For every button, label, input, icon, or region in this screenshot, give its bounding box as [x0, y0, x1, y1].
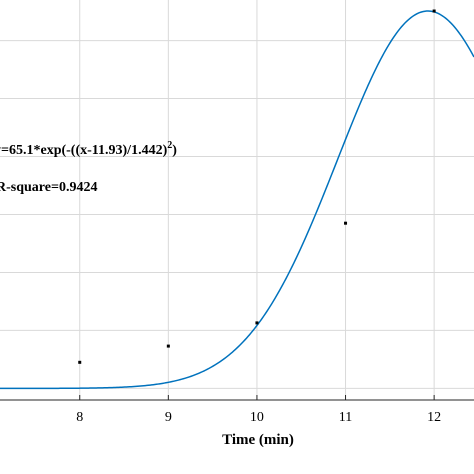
curve-layer [0, 10, 474, 390]
fit-equation-tail: ) [172, 143, 177, 158]
x-tick-label: 11 [339, 410, 352, 425]
x-tick-label: 10 [250, 410, 264, 425]
axis-layer: 8 9 10 11 12 [0, 395, 474, 425]
fit-equation-annotation: y=65.1*exp(-((x-11.93)/1.442)2) [0, 140, 177, 158]
data-point [344, 221, 348, 225]
data-point [432, 9, 436, 13]
data-point [166, 344, 170, 348]
x-tick-label: 9 [165, 410, 172, 425]
fit-equation-exponent: 2 [167, 140, 172, 151]
fit-curve-line [0, 10, 474, 390]
data-point [255, 321, 259, 325]
fit-equation-base: y=65.1*exp(-((x-11.93)/1.442) [0, 143, 168, 158]
x-tick-label: 12 [427, 410, 441, 425]
x-tick-label: 8 [76, 410, 83, 425]
label-layer: y=65.1*exp(-((x-11.93)/1.442)2) R-square… [0, 140, 294, 448]
data-point [78, 360, 82, 364]
r-square-annotation: R-square=0.9424 [0, 180, 97, 195]
point-layer [78, 9, 436, 364]
x-axis-title: Time (min) [222, 432, 294, 448]
grid-layer [0, 0, 474, 400]
